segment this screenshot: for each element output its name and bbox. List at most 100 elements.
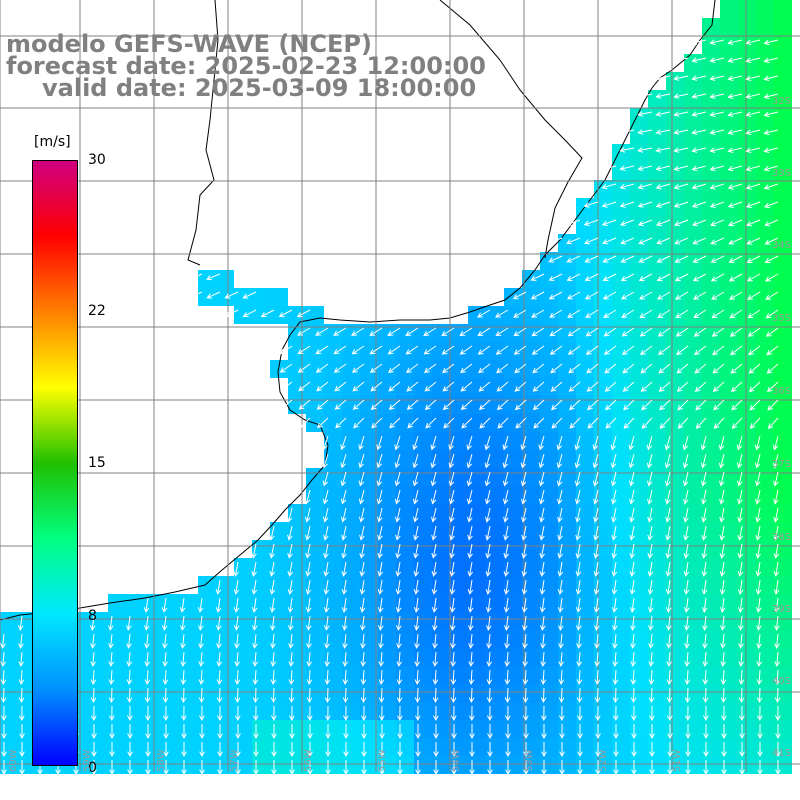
wind-arrow [269,615,276,631]
wind-cell [774,126,792,144]
wind-arrow [719,471,725,487]
wind-arrow [485,561,492,577]
wind-cell [0,648,18,666]
wind-arrow [773,561,780,577]
wind-arrow [505,724,511,740]
wind-arrow [269,597,276,613]
wind-cell [504,342,522,360]
wind-arrow [251,543,257,559]
wind-arrow [628,453,635,469]
wind-cell [666,612,684,630]
wind-cell [108,648,126,666]
wind-cell [648,288,666,306]
wind-cell [720,630,738,648]
wind-cell [738,684,756,702]
wind-arrow [540,615,546,631]
wind-arrow [334,399,347,410]
wind-arrow [180,651,187,667]
wind-arrow [413,597,420,613]
wind-arrow [340,507,347,523]
wind-cell [198,576,216,594]
wind-arrow [323,561,329,577]
wind-arrow [485,525,491,541]
wind-arrow [358,471,365,487]
wind-arrow [694,381,707,393]
wind-arrow [298,399,311,410]
wind-cell [648,648,666,666]
wind-arrow [478,363,491,374]
wind-arrow [296,309,311,318]
wind-arrow [307,742,313,758]
wind-cell [180,684,198,702]
wind-cell [666,432,684,450]
wind-arrow [745,93,761,100]
wind-arrow [352,399,365,410]
wind-arrow [532,399,545,411]
wind-arrow [674,273,689,282]
wind-cell [702,252,720,270]
wind-arrow [361,760,367,776]
wind-cell [486,486,504,504]
wind-cell [648,612,666,630]
wind-cell [396,396,414,414]
wind-arrow [286,507,293,523]
wind-cell [162,648,180,666]
wind-arrow [389,417,401,429]
wind-cell [432,504,450,522]
wind-arrow [601,183,617,190]
wind-arrow [630,633,636,649]
wind-arrow [433,742,439,758]
wind-arrow [351,345,365,355]
wind-cell [504,432,522,450]
wind-arrow [538,435,545,451]
wind-cell [720,486,738,504]
wind-cell [90,666,108,684]
lon-label: 53W [524,749,535,772]
wind-arrow [198,705,205,722]
wind-arrow [424,381,437,392]
wind-cell [702,666,720,684]
wind-cell [378,342,396,360]
wind-cell [684,72,702,90]
wind-arrow [575,597,582,613]
wind-arrow [729,309,743,319]
wind-cell [666,288,684,306]
wind-cell [720,288,738,306]
wind-cell [756,90,774,108]
wind-arrow [701,579,708,595]
wind-arrow [692,219,707,227]
wind-cell [108,666,126,684]
coastline [0,0,716,621]
wind-arrow [143,615,150,631]
wind-arrow [772,435,779,451]
wind-cell [270,306,288,324]
wind-cell [576,360,594,378]
wind-cell [540,414,558,432]
wind-arrow [556,453,563,469]
wind-cell [702,450,720,468]
wind-arrow [18,705,25,722]
wind-cell [738,540,756,558]
wind-arrow [666,615,672,631]
wind-cell [702,270,720,288]
wind-cell [396,450,414,468]
wind-cell [594,306,612,324]
wind-cell [126,630,144,648]
wind-cell [612,396,630,414]
wind-cell [756,576,774,594]
wind-cell [432,540,450,558]
wind-cell [342,558,360,576]
wind-cell [666,270,684,288]
wind-arrow [540,651,547,667]
wind-cell [702,486,720,504]
wind-arrow [557,525,563,541]
wind-arrow [693,291,707,300]
wind-arrow [333,345,347,355]
wind-cell [486,558,504,576]
wind-arrow [305,543,311,559]
wind-arrow [709,201,725,208]
wind-arrow [414,687,421,704]
wind-arrow [603,327,617,337]
wind-cell [774,306,792,324]
wind-arrow [567,327,581,337]
